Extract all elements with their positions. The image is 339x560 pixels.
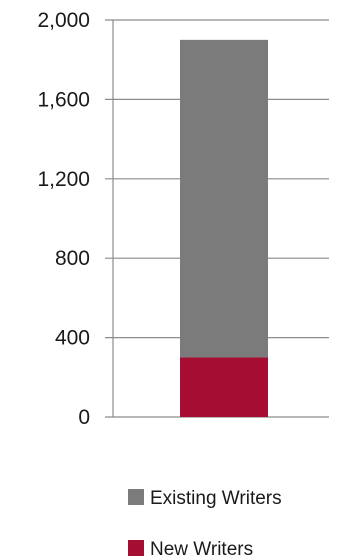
- y-tick-label: 800: [55, 247, 90, 270]
- y-tick-label: 1,200: [37, 168, 90, 191]
- legend-label: Existing Writers: [150, 488, 282, 509]
- y-tick-label: 2,000: [37, 9, 90, 32]
- bar-segment-new-writers: [180, 357, 268, 417]
- legend-label: New Writers: [150, 539, 253, 560]
- y-tick-labels: 0 400 800 1,200 1,600 2,000: [37, 9, 90, 429]
- legend-swatch: [128, 489, 144, 505]
- y-tick-label: 1,600: [37, 88, 90, 111]
- y-tick-label: 400: [55, 327, 90, 350]
- legend-swatch: [128, 540, 144, 556]
- legend: Existing Writers New Writers: [128, 488, 282, 560]
- bar-segment-existing-writers: [180, 39, 268, 358]
- bars: [180, 39, 268, 417]
- y-tick-label: 0: [78, 406, 90, 429]
